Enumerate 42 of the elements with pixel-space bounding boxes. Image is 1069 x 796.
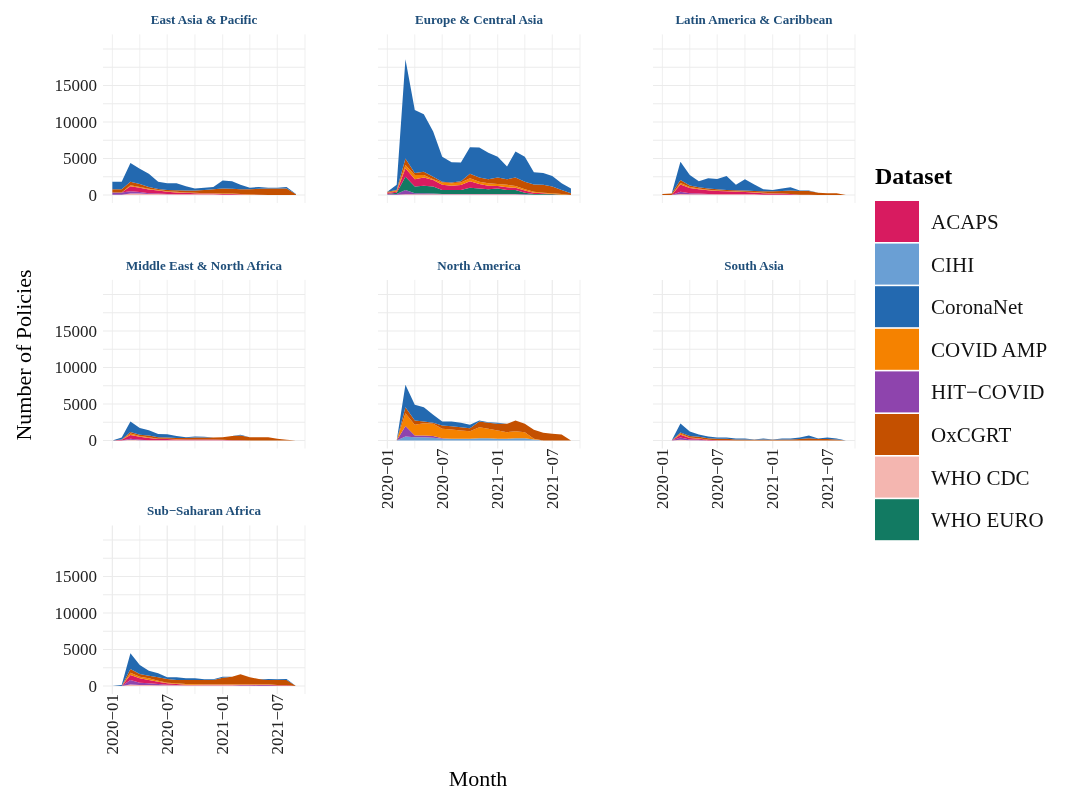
y-tick-label: 10000 bbox=[54, 112, 97, 132]
x-tick-label: 2020−01 bbox=[652, 448, 672, 510]
y-axis-title: Number of Policies bbox=[11, 269, 36, 441]
x-tick-label: 2020−01 bbox=[102, 694, 122, 755]
x-tick-label: 2020−07 bbox=[157, 693, 177, 755]
y-tick-label: 5000 bbox=[63, 394, 97, 414]
legend-label: WHO EURO bbox=[931, 508, 1044, 533]
chart-title: Middle East & North Africa bbox=[126, 257, 283, 273]
x-tick-label: 2020−07 bbox=[707, 448, 727, 510]
chart-title: South Asia bbox=[724, 257, 785, 273]
y-tick-label: 15000 bbox=[54, 76, 97, 95]
x-tick-label: 2020−01 bbox=[377, 448, 397, 510]
y-tick-label: 0 bbox=[88, 431, 97, 450]
chart-title: Sub−Saharan Africa bbox=[147, 503, 262, 519]
y-tick-label: 0 bbox=[88, 676, 97, 696]
x-tick-label: 2020−07 bbox=[432, 448, 452, 510]
y-tick-label: 15000 bbox=[54, 321, 97, 341]
x-tick-label: 2021−01 bbox=[213, 694, 233, 755]
x-tick-label: 2021−07 bbox=[542, 448, 562, 510]
legend-label: CIHI bbox=[931, 252, 975, 277]
y-tick-label: 10000 bbox=[54, 358, 97, 377]
legend-title: Dataset bbox=[875, 163, 953, 189]
legend-label: OxCGRT bbox=[931, 423, 1012, 447]
x-tick-label: 2021−01 bbox=[488, 448, 508, 510]
x-tick-label: 2021−07 bbox=[267, 693, 287, 755]
y-tick-label: 5000 bbox=[63, 149, 97, 168]
legend-label: CoronaNet bbox=[931, 295, 1024, 320]
x-tick-label: 2021−07 bbox=[817, 448, 837, 510]
chart-title: North America bbox=[437, 257, 522, 273]
chart-title: East Asia & Pacific bbox=[150, 12, 258, 28]
y-tick-label: 15000 bbox=[54, 567, 97, 586]
y-tick-label: 10000 bbox=[54, 603, 97, 623]
y-tick-label: 5000 bbox=[63, 640, 97, 659]
legend-label: WHO CDC bbox=[931, 465, 1030, 490]
legend-label: COVID AMP bbox=[931, 337, 1048, 362]
chart-title: Latin America & Caribbean bbox=[675, 12, 834, 28]
legend-label: HIT−COVID bbox=[931, 380, 1045, 405]
y-tick-label: 0 bbox=[88, 185, 97, 205]
legend-label: ACAPS bbox=[931, 210, 999, 234]
x-tick-label: 2021−01 bbox=[763, 448, 783, 510]
x-axis-title: Month bbox=[448, 766, 508, 791]
chart-title: Europe & Central Asia bbox=[415, 12, 544, 28]
